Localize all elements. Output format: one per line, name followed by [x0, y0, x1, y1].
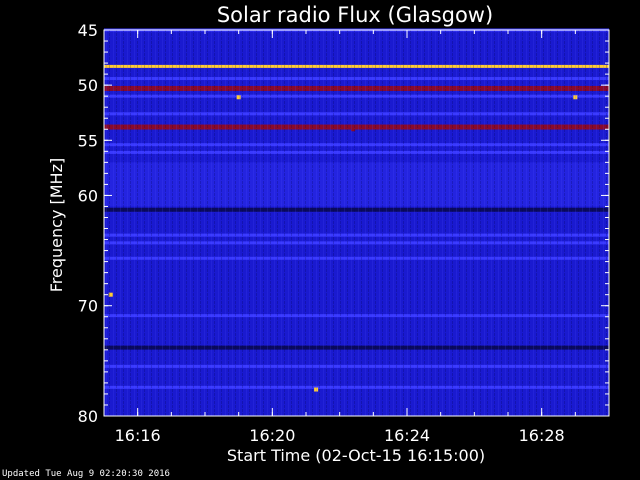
y-tick-label: 60 [78, 186, 98, 205]
x-tick-label: 16:16 [115, 426, 161, 445]
y-tick-label: 55 [78, 131, 98, 150]
x-tick-label: 16:24 [384, 426, 430, 445]
y-tick-label: 45 [78, 21, 98, 40]
x-axis-label: Start Time (02-Oct-15 16:15:00) [227, 446, 485, 465]
y-axis-label: Frequency [MHz] [47, 158, 66, 292]
x-tick-label: 16:28 [519, 426, 565, 445]
chart-title: Solar radio Flux (Glasgow) [217, 3, 493, 27]
updated-timestamp: Updated Tue Aug 9 02:20:30 2016 [2, 469, 170, 479]
y-tick-label: 80 [78, 407, 98, 426]
y-axis: 45 50 55 60 70 80 [78, 21, 609, 426]
spectrogram-texture [104, 30, 609, 416]
y-tick-label: 50 [78, 76, 98, 95]
plot-border [103, 29, 610, 417]
x-tick-label: 16:20 [249, 426, 295, 445]
plot-frame [103, 29, 610, 417]
y-tick-label: 70 [78, 297, 98, 316]
x-axis: 16:16 16:20 16:24 16:28 [103, 30, 610, 445]
